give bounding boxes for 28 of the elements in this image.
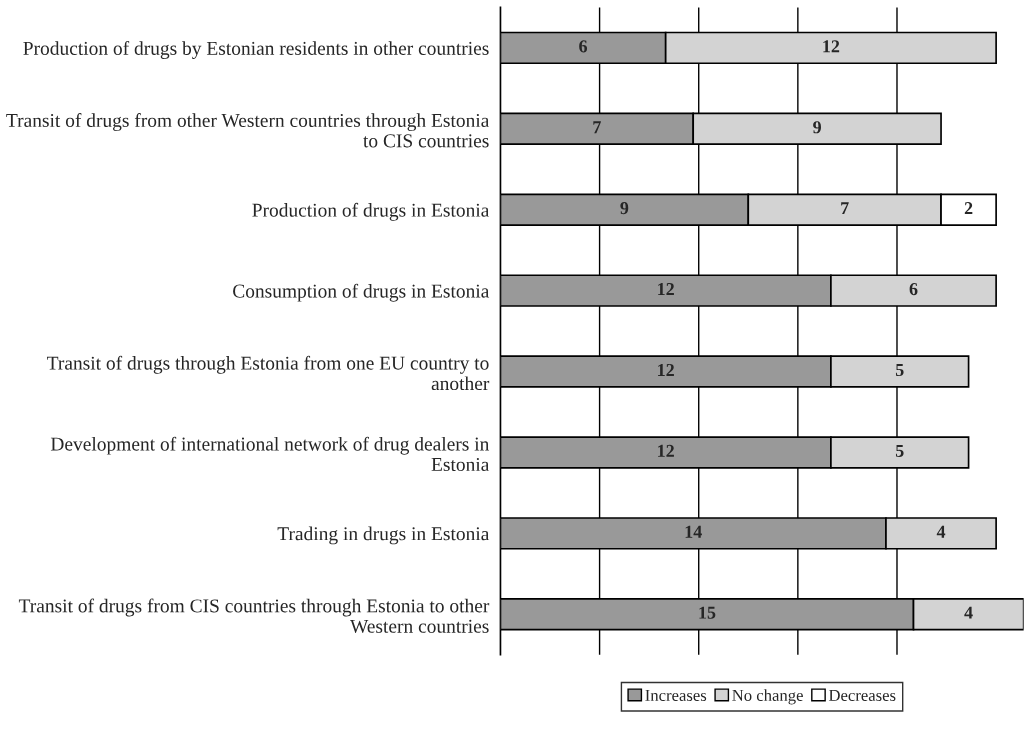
data-label: 14 bbox=[685, 525, 702, 538]
data-label: 12 bbox=[658, 444, 674, 457]
legend-label: Decreases bbox=[828, 689, 896, 701]
data-label: 12 bbox=[823, 40, 840, 53]
y-tick-label: Transit of drugs from CIS countries through Estonia to other Western countries bbox=[18, 598, 490, 633]
data-label: 5 bbox=[895, 364, 904, 377]
y-tick-label: Production of drugs by Estonian residents in other countries bbox=[23, 41, 489, 59]
y-tick-label: Consumption of drugs in Estonia bbox=[233, 283, 490, 302]
data-label: 4 bbox=[936, 525, 946, 538]
data-label: 6 bbox=[579, 40, 588, 53]
legend-label: Increases bbox=[645, 689, 707, 701]
data-label: 9 bbox=[813, 121, 821, 134]
data-label: 12 bbox=[658, 283, 674, 295]
y-tick-label: Trading in drugs in Estonia bbox=[277, 526, 490, 545]
y-tick-label: Transit of drugs from other Western countries through Estonia to CIS countries bbox=[6, 113, 490, 148]
y-tick-label: Development of international network of drug dealers in Estonia bbox=[50, 436, 490, 472]
data-label: 2 bbox=[964, 202, 973, 215]
data-label: 12 bbox=[658, 363, 674, 376]
legend-label: No change bbox=[732, 689, 803, 705]
data-label: 7 bbox=[593, 121, 601, 134]
data-label: 15 bbox=[699, 606, 716, 619]
data-label: 5 bbox=[895, 444, 904, 457]
data-label: 9 bbox=[620, 202, 629, 215]
y-tick-label: Production of drugs in Estonia bbox=[252, 202, 490, 221]
data-label: 6 bbox=[909, 283, 918, 296]
data-label: 4 bbox=[964, 606, 973, 619]
y-tick-label: Transit of drugs through Estonia from one EU country to another bbox=[47, 355, 490, 391]
data-label: 7 bbox=[841, 202, 849, 215]
